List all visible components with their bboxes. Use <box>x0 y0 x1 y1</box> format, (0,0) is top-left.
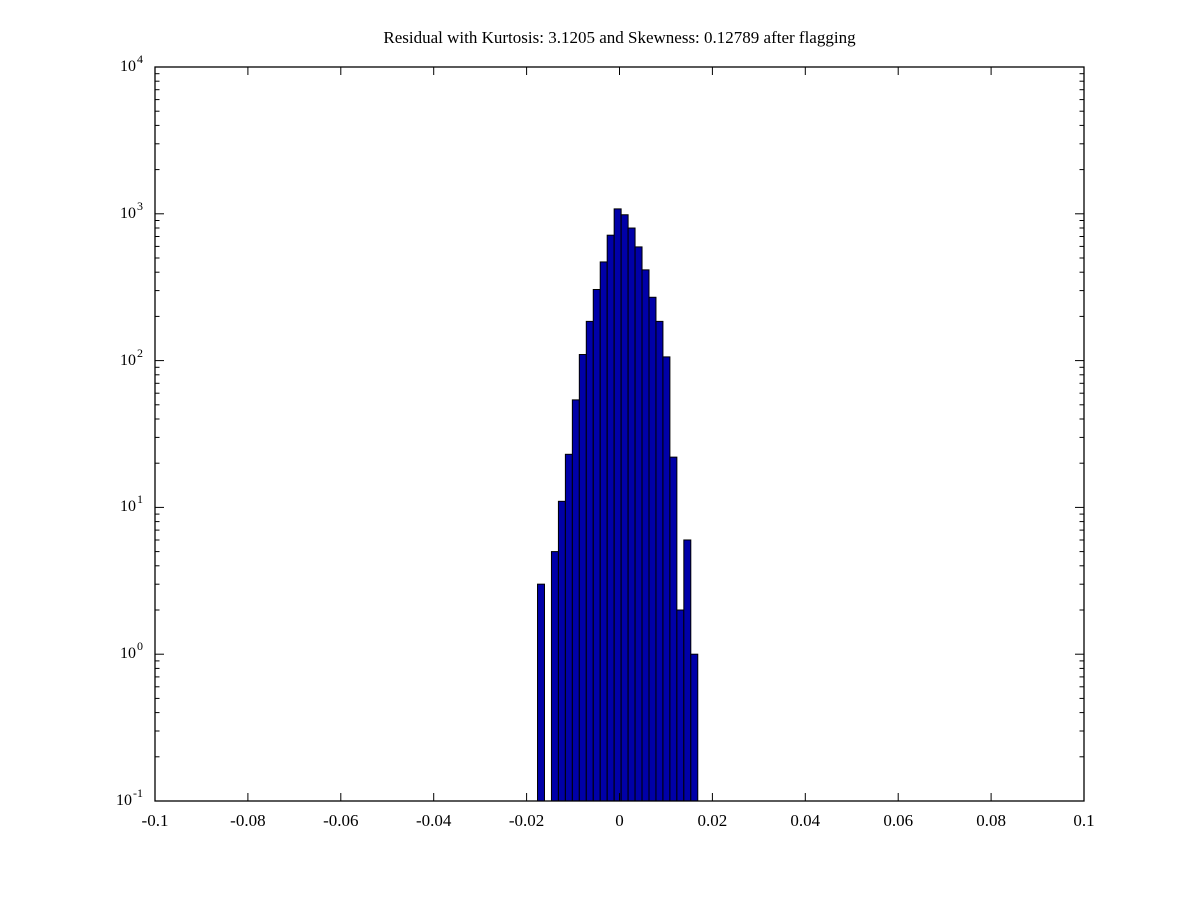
x-axis-tick-label: -0.04 <box>415 811 452 830</box>
x-axis-tick-label: 0 <box>615 811 624 830</box>
x-axis-tick-label: 0.1 <box>1073 811 1095 830</box>
histogram-bar <box>585 320 594 802</box>
histogram-bar <box>564 453 573 802</box>
histogram-bar <box>634 246 643 802</box>
histogram-bar <box>655 320 664 802</box>
x-axis-tick-label: -0.06 <box>323 811 359 830</box>
histogram-bar <box>537 583 545 802</box>
histogram-bar <box>641 269 650 802</box>
histogram-bar <box>662 356 671 802</box>
x-axis-tick-label: -0.08 <box>230 811 266 830</box>
x-axis-tick-label: 0.04 <box>790 811 821 830</box>
histogram-bar <box>592 289 601 802</box>
histogram-bar <box>550 551 559 802</box>
histogram-bar <box>578 354 587 802</box>
y-axis-tick-label: 100 <box>120 639 143 663</box>
x-axis-tick-label: 0.02 <box>697 811 728 830</box>
chart-title: Residual with Kurtosis: 3.1205 and Skewn… <box>383 28 856 47</box>
histogram-bar <box>557 500 566 802</box>
histogram-bar <box>620 214 629 802</box>
y-axis-tick-label: 101 <box>120 492 143 516</box>
histogram-bar <box>690 653 699 802</box>
y-axis-tick-label: 104 <box>120 52 143 75</box>
histogram-bar <box>676 609 685 802</box>
x-axis-tick-label: 0.08 <box>976 811 1006 830</box>
histogram-bar <box>606 234 615 802</box>
y-axis-tick-label: 10-1 <box>116 786 143 809</box>
x-axis-tick-label: -0.1 <box>141 811 169 830</box>
histogram-bar <box>683 539 692 802</box>
y-axis-tick-label: 102 <box>120 345 143 369</box>
histogram-bar <box>669 456 678 802</box>
histogram-bar <box>648 296 657 802</box>
histogram-bar <box>627 227 636 802</box>
x-axis-tick-label: -0.02 <box>508 811 545 830</box>
histogram-bar <box>571 399 580 802</box>
histogram-bar <box>599 261 608 802</box>
y-axis-tick-label: 103 <box>120 198 143 222</box>
x-axis-tick-label: 0.06 <box>883 811 914 830</box>
histogram-bar <box>613 208 622 802</box>
